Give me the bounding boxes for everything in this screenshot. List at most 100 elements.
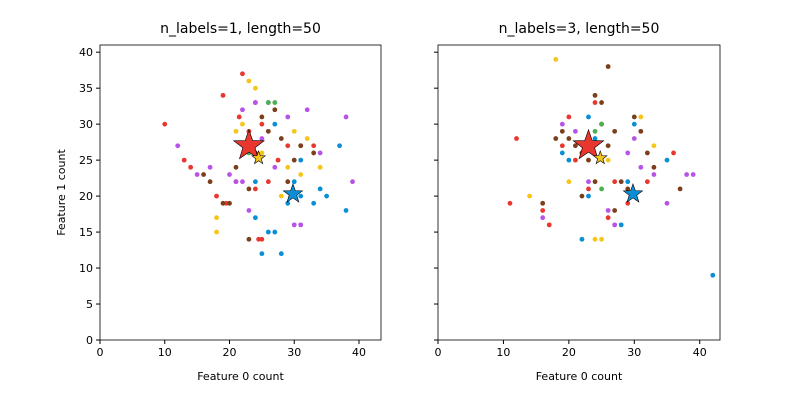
point xyxy=(272,164,278,170)
point xyxy=(664,200,670,206)
point xyxy=(586,157,591,163)
axes-frame xyxy=(99,44,382,341)
point xyxy=(625,179,631,185)
point xyxy=(275,157,281,163)
point xyxy=(566,179,572,185)
point xyxy=(631,136,637,141)
point xyxy=(605,157,611,163)
point xyxy=(236,114,242,120)
x-tick-label: 40 xyxy=(352,346,366,359)
y-tick-label: 10 xyxy=(79,262,93,275)
y-tick-label: 30 xyxy=(79,118,93,131)
point xyxy=(592,179,598,185)
x-tick-label: 10 xyxy=(158,346,172,359)
point xyxy=(599,186,604,192)
point xyxy=(272,100,278,105)
point xyxy=(246,186,252,192)
point xyxy=(690,172,696,177)
point xyxy=(298,193,304,199)
point xyxy=(664,157,670,163)
point xyxy=(272,121,278,127)
x-tick-label: 30 xyxy=(627,346,641,359)
point xyxy=(586,179,591,185)
point xyxy=(207,179,213,185)
point xyxy=(214,229,219,235)
point xyxy=(559,150,565,156)
point xyxy=(298,157,304,163)
point xyxy=(246,78,252,84)
point xyxy=(265,128,271,134)
center-star xyxy=(251,150,267,165)
point xyxy=(625,186,631,192)
y-axis-label: Feature 1 count xyxy=(55,149,68,236)
point xyxy=(592,92,598,98)
point xyxy=(246,208,252,213)
point xyxy=(278,193,284,199)
point xyxy=(291,179,297,185)
point xyxy=(259,150,265,156)
point xyxy=(194,172,200,177)
point xyxy=(592,136,598,141)
point xyxy=(592,236,598,242)
point xyxy=(220,200,226,206)
point xyxy=(311,143,317,149)
point xyxy=(559,128,565,134)
point xyxy=(638,128,644,134)
point xyxy=(540,208,546,213)
y-tick-label: 25 xyxy=(79,154,93,167)
point xyxy=(181,157,187,163)
point xyxy=(201,172,206,177)
point xyxy=(272,107,278,113)
point xyxy=(240,179,245,185)
point xyxy=(337,143,342,149)
point xyxy=(240,71,245,77)
point xyxy=(324,193,330,199)
axes-frame xyxy=(437,44,721,341)
point xyxy=(285,114,291,120)
point xyxy=(566,136,572,141)
y-tick-label: 20 xyxy=(79,190,93,203)
point xyxy=(214,193,219,199)
x-tick-label: 0 xyxy=(97,346,104,359)
x-tick-label: 10 xyxy=(496,346,510,359)
point xyxy=(304,107,310,113)
point xyxy=(227,172,232,177)
point xyxy=(285,200,291,206)
point xyxy=(586,114,591,120)
center-star xyxy=(572,128,605,160)
point xyxy=(553,56,559,62)
point xyxy=(566,114,572,120)
point xyxy=(252,100,258,105)
y-tick-label: 15 xyxy=(79,226,93,239)
center-star xyxy=(592,150,608,165)
point xyxy=(514,136,519,141)
x-tick-label: 0 xyxy=(435,346,442,359)
point xyxy=(599,121,604,127)
point xyxy=(259,121,265,127)
point xyxy=(651,164,657,170)
point xyxy=(240,121,245,127)
point xyxy=(586,186,591,192)
point xyxy=(566,157,572,163)
point xyxy=(207,164,213,170)
y-tick-label: 5 xyxy=(86,298,93,311)
point xyxy=(540,200,546,206)
y-tick-label: 0 xyxy=(86,334,93,347)
point xyxy=(592,100,598,105)
subplot-title: n_labels=3, length=50 xyxy=(499,21,660,37)
point xyxy=(252,179,258,185)
point xyxy=(227,200,232,206)
point xyxy=(625,200,631,206)
point xyxy=(240,107,245,113)
point xyxy=(162,121,168,127)
point xyxy=(291,222,297,228)
point xyxy=(605,143,611,149)
point xyxy=(259,236,265,242)
point xyxy=(285,143,291,149)
point xyxy=(285,164,291,170)
point xyxy=(592,128,598,134)
point xyxy=(540,215,546,221)
y-tick-label: 40 xyxy=(79,46,93,59)
point xyxy=(298,172,304,177)
